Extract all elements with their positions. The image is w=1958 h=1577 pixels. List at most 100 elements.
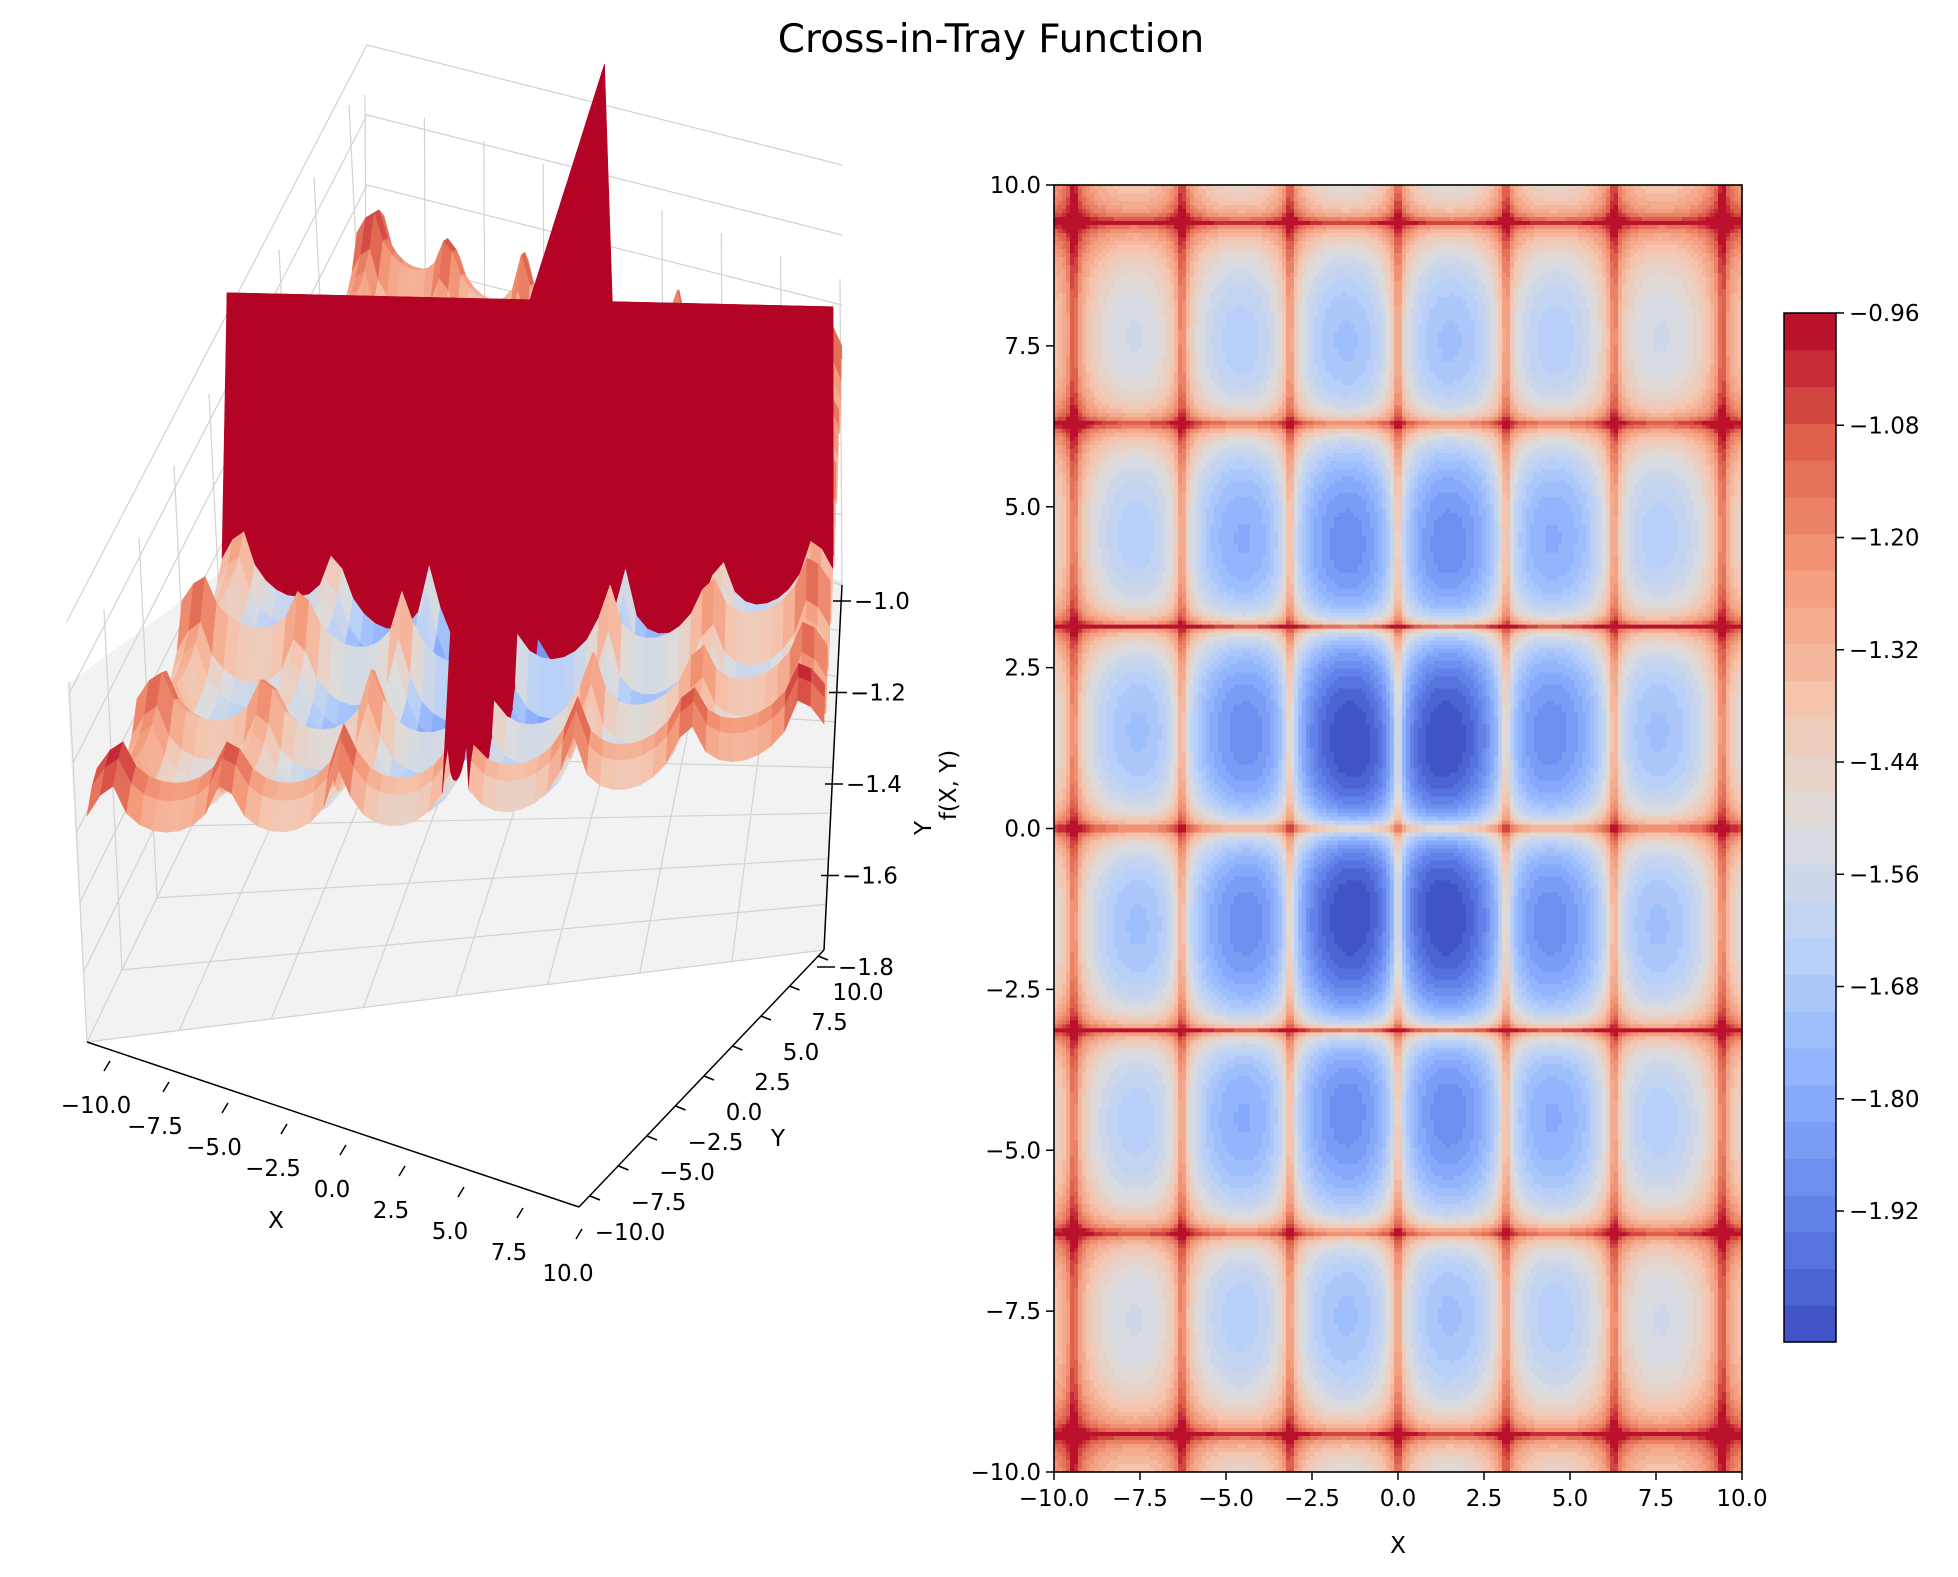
- contour-cell: [1694, 217, 1699, 222]
- contour-cell: [1698, 209, 1703, 214]
- contour-cell: [1494, 193, 1499, 198]
- contour-cell: [1654, 209, 1659, 214]
- contour-cell: [1102, 193, 1107, 198]
- contour-cell: [1482, 189, 1487, 194]
- contour-cell: [1578, 189, 1583, 194]
- contour-cell: [1454, 197, 1459, 202]
- contour-cell: [1394, 189, 1399, 194]
- contour-cell: [1334, 193, 1339, 198]
- contour-cell: [1342, 205, 1347, 210]
- contour-cell: [1130, 193, 1135, 198]
- contour-cell: [1338, 213, 1343, 218]
- contour-cell: [1378, 189, 1383, 194]
- contour-cell: [1366, 221, 1371, 226]
- contour-cell: [1634, 205, 1639, 210]
- contour-cell: [1598, 209, 1603, 214]
- x-tick-mark: [458, 1187, 464, 1197]
- contour-cell: [1306, 209, 1311, 214]
- contour-cell: [1234, 209, 1239, 214]
- contour-cell: [1166, 197, 1171, 202]
- contour-cell: [1082, 189, 1087, 194]
- contour-cell: [1586, 213, 1591, 218]
- contour-cell: [1386, 197, 1391, 202]
- contour-cell: [1362, 221, 1367, 226]
- contour-cell: [1734, 205, 1739, 210]
- contour-cell: [1710, 221, 1715, 226]
- contour-cell: [1246, 201, 1251, 206]
- contour-cell: [1214, 213, 1219, 218]
- contour-cell: [1162, 197, 1167, 202]
- contour-cell: [1426, 193, 1431, 198]
- contour-cell: [1314, 213, 1319, 218]
- contour-cell: [1402, 205, 1407, 210]
- contour-cell: [1662, 209, 1667, 214]
- contour-cell: [1442, 189, 1447, 194]
- contour-cell: [1174, 209, 1179, 214]
- contour-cell: [1106, 221, 1111, 226]
- contour-cell: [1146, 201, 1151, 206]
- contour-cell: [1266, 209, 1271, 214]
- contour-cell: [1718, 193, 1723, 198]
- contour-cell: [1446, 193, 1451, 198]
- contour-cell: [1330, 205, 1335, 210]
- contour-cell: [1074, 225, 1079, 230]
- contour-cell: [1594, 217, 1599, 222]
- contour-cell: [1438, 213, 1443, 218]
- contour-cell: [1358, 217, 1363, 222]
- contour-cell: [1734, 197, 1739, 202]
- contour-cell: [1230, 201, 1235, 206]
- contour-cell: [1306, 197, 1311, 202]
- contour-cell: [1642, 193, 1647, 198]
- contour-cell: [1234, 205, 1239, 210]
- contour-cell: [1502, 193, 1507, 198]
- contour-cell: [1702, 213, 1707, 218]
- contour-cell: [1134, 217, 1139, 222]
- contour-cell: [1702, 205, 1707, 210]
- contour-cell: [1374, 205, 1379, 210]
- contour-cell: [1230, 193, 1235, 198]
- contour-cell: [1238, 201, 1243, 206]
- y-tick-mark: [647, 1136, 657, 1140]
- contour-cell: [1426, 189, 1431, 194]
- contour-cell: [1374, 193, 1379, 198]
- contour-cell: [1090, 217, 1095, 222]
- contour-cell: [1274, 201, 1279, 206]
- contour-cell: [1298, 189, 1303, 194]
- contour-cell: [1278, 217, 1283, 222]
- contour-cell: [1270, 205, 1275, 210]
- contour-cell: [1358, 189, 1363, 194]
- contour-cell: [1386, 201, 1391, 206]
- contour-cell: [1194, 221, 1199, 226]
- contour-cell: [1214, 189, 1219, 194]
- contour-cell: [1366, 193, 1371, 198]
- contour-cell: [1734, 213, 1739, 218]
- contour-cell: [1334, 209, 1339, 214]
- contour-cell: [1514, 217, 1519, 222]
- contour-cell: [1334, 189, 1339, 194]
- contour-cell: [1506, 201, 1511, 206]
- contour-cell: [1514, 193, 1519, 198]
- contour-cell: [1446, 189, 1451, 194]
- contour-cell: [1434, 221, 1439, 226]
- contour-cell: [1506, 217, 1511, 222]
- contour-cell: [1094, 205, 1099, 210]
- contour-cell: [1378, 221, 1383, 226]
- contour-cell: [1434, 197, 1439, 202]
- surface-facet: [667, 626, 680, 689]
- contour-cell: [1478, 209, 1483, 214]
- contour-cell: [1366, 189, 1371, 194]
- contour-cell: [1710, 189, 1715, 194]
- surface-facet: [643, 638, 656, 695]
- surface-z-tick-label: −1.4: [846, 772, 902, 798]
- contour-cell: [1258, 217, 1263, 222]
- contour-cell: [1690, 217, 1695, 222]
- contour-cell: [1194, 193, 1199, 198]
- contour-cell: [1650, 213, 1655, 218]
- contour-cell: [1118, 209, 1123, 214]
- contour-cell: [1566, 217, 1571, 222]
- contour-cell: [1710, 205, 1715, 210]
- contour-cell: [1062, 213, 1067, 218]
- contour-cell: [1146, 205, 1151, 210]
- contour-cell: [1206, 213, 1211, 218]
- surface-x-tick-label: 5.0: [432, 1219, 469, 1245]
